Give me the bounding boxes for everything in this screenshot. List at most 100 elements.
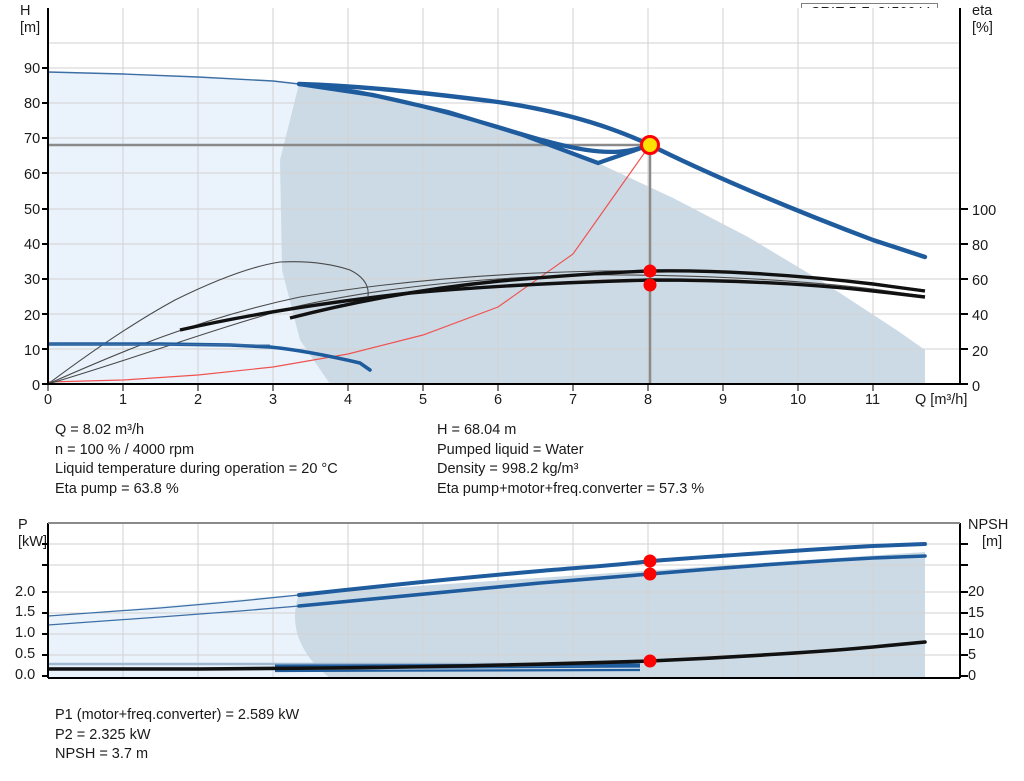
p-tick-2-0: 2.0 (15, 584, 36, 600)
p1-curve (297, 542, 927, 597)
p2-curve (297, 554, 927, 608)
eta-total-curve (179, 278, 926, 332)
p-axis-unit: [kW] (18, 534, 47, 550)
duty-info-right-line-1: Pumped liquid = Water (437, 441, 584, 458)
duty-info-left-line-3: Eta pump = 63.8 % (55, 480, 179, 497)
p2-duty-dot (643, 567, 657, 581)
power-info-line-0: P1 (motor+freq.converter) = 2.589 kW (55, 707, 300, 723)
npsh-axis-name: NPSH (968, 517, 1009, 533)
power-info-line-2: NPSH = 3.7 m (55, 746, 149, 762)
operating-point-marker[interactable] (640, 135, 660, 155)
duty-info-left-line-1: n = 100 % / 4000 rpm (55, 441, 195, 458)
duty-info-right-line-0: H = 68.04 m (437, 422, 517, 438)
axis-lines (46, 8, 962, 385)
h-tick-20: 20 (24, 308, 41, 324)
duty-info-left: Q = 8.02 m³/h n = 100 % / 4000 rpm Liqui… (55, 421, 338, 499)
duty-info-left-line-0: Q = 8.02 m³/h (55, 422, 145, 438)
head-efficiency-chart: H[m] eta[%] CRIE 5-7, 3*500 V 90 80 70 6… (20, 3, 997, 408)
npsh-red-curve (48, 144, 651, 383)
npsh-tick-0: 0 (968, 668, 977, 684)
h-axis-title: H [m] (20, 3, 40, 37)
duty-info-right-line-2: Density = 998.2 kg/m³ (437, 461, 579, 477)
q-tick-0: 0 (44, 392, 53, 408)
duty-info-right: H = 68.04 m Pumped liquid = Water Densit… (437, 421, 704, 499)
power-info-line-1: P2 = 2.325 kW (55, 726, 151, 743)
npsh-tick-5: 5 (968, 647, 977, 663)
p-tick-1-0: 1.0 (15, 625, 36, 641)
p1-thin-extension (48, 594, 300, 617)
head-chart-plot (42, 8, 968, 391)
q-tick-1: 1 (119, 392, 128, 408)
eta-axis-title: eta [%] (972, 3, 993, 37)
h-tick-0: 0 (32, 378, 41, 394)
eta-tick-20: 20 (972, 344, 989, 360)
npsh-duty-dot (643, 654, 657, 668)
head-curve-36 (48, 342, 372, 372)
eta-36-thin-curve (48, 261, 369, 384)
h-tick-70: 70 (24, 131, 41, 147)
eta-axis-unit: [%] (972, 20, 993, 36)
axis-ticks-right (960, 208, 968, 385)
h-tick-90: 90 (24, 61, 41, 77)
power-axis-ticks-left (42, 543, 48, 677)
eta-tick-60: 60 (972, 273, 989, 289)
grid-lines (48, 8, 960, 384)
q-tick-10: 10 (790, 392, 807, 408)
q-tick-8: 8 (644, 392, 653, 408)
efficiency-duty-dot-lower (643, 278, 657, 292)
power-chart-plot (42, 522, 968, 679)
q-tick-2: 2 (194, 392, 203, 408)
p1-duty-dot (643, 554, 657, 568)
power-info-block: P1 (motor+freq.converter) = 2.589 kW P2 … (55, 706, 299, 765)
p-tick-0-0: 0.0 (15, 667, 36, 683)
npsh-curve (48, 640, 927, 671)
p2-thin-extension (48, 605, 300, 626)
p-tick-0-5: 0.5 (15, 646, 36, 662)
eta-tick-80: 80 (972, 238, 989, 254)
eta-total-thin-curve (48, 274, 926, 384)
q-tick-4: 4 (344, 392, 353, 408)
q-axis-label: Q [m³/h] (915, 392, 968, 408)
h-axis-unit: [m] (20, 20, 41, 36)
axis-ticks-left (42, 67, 48, 385)
q-tick-11: 11 (865, 392, 881, 408)
q-tick-3: 3 (269, 392, 278, 408)
efficiency-duty-dot-upper (643, 264, 657, 278)
power-npsh-chart: P [kW] NPSH [m] 2.0 1.5 1.0 0.5 0.0 20 15 … (0, 515, 1024, 705)
p-tick-1-5: 1.5 (15, 604, 36, 620)
p-axis-name: P (18, 517, 28, 533)
npsh-tick-15: 15 (968, 605, 985, 621)
head-curve-100-main (296, 81, 928, 260)
h-tick-40: 40 (24, 237, 41, 253)
head-curve-36-thin (48, 343, 271, 346)
q-tick-6: 6 (494, 392, 503, 408)
h-axis-name: H (20, 3, 31, 19)
eta-tick-40: 40 (972, 308, 989, 324)
axis-ticks-bottom (47, 384, 874, 391)
head-curve-100 (296, 81, 653, 166)
h-tick-30: 30 (24, 272, 41, 288)
q-tick-7: 7 (569, 392, 578, 408)
eta-tick-0: 0 (972, 379, 981, 395)
q-tick-5: 5 (419, 392, 428, 408)
power-envelope-dark (294, 552, 925, 678)
eta-tick-100: 100 (972, 203, 997, 219)
q-tick-9: 9 (719, 392, 728, 408)
p-axis-title: P [kW] (18, 517, 47, 551)
operating-envelope-dark (280, 84, 925, 384)
h-tick-60: 60 (24, 167, 41, 183)
power-axis-ticks-right (960, 543, 968, 677)
h-tick-10: 10 (24, 343, 41, 359)
duty-info-left-line-2: Liquid temperature during operation = 20… (55, 461, 338, 477)
h-tick-50: 50 (24, 202, 41, 218)
eta-axis-name: eta (972, 3, 993, 19)
npsh-axis-title: NPSH [m] (968, 517, 1008, 551)
npsh-tick-20: 20 (968, 584, 985, 600)
npsh-axis-unit: [m] (982, 534, 1003, 550)
head-curve-thin-extension (48, 71, 300, 85)
h-tick-80: 80 (24, 96, 41, 112)
power-axis-lines (46, 522, 962, 679)
duty-info-right-line-3: Eta pump+motor+freq.converter = 57.3 % (437, 480, 705, 497)
npsh-tick-10: 10 (968, 626, 985, 642)
